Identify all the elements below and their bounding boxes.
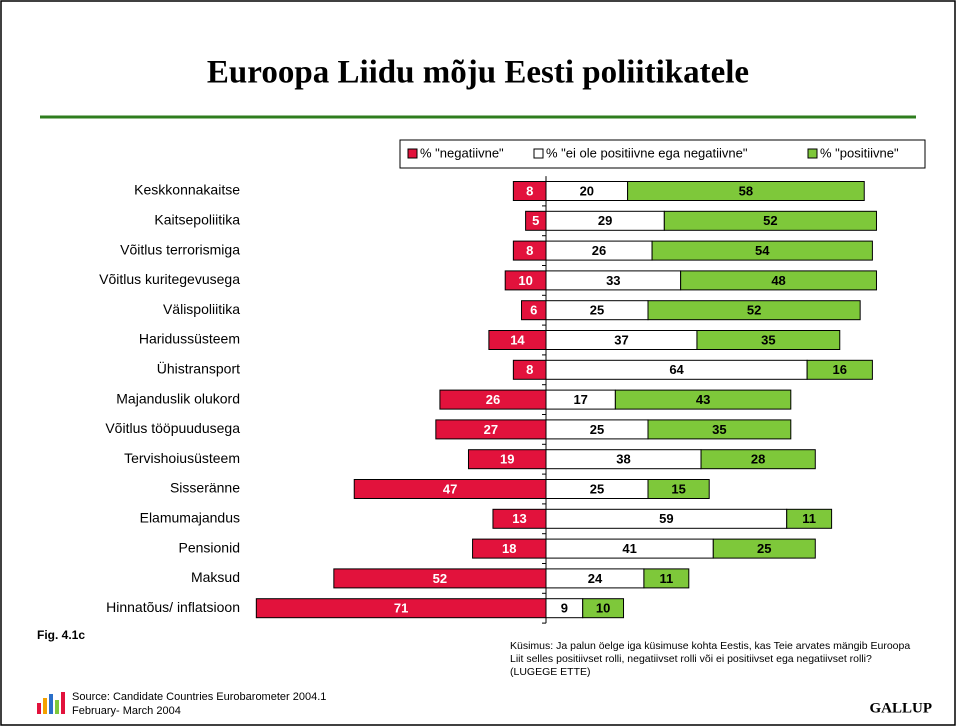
legend-label: % "negatiivne": [420, 145, 504, 160]
category-label: Võitlus kuritegevusega: [99, 271, 240, 287]
legend-swatch: [533, 148, 544, 159]
value-label: 8: [526, 362, 533, 377]
bar-segment: [582, 598, 625, 619]
value-label: 52: [763, 213, 777, 228]
category-label: Maksud: [191, 569, 240, 585]
bar-segment: [651, 240, 873, 261]
legend-label: % "positiivne": [820, 145, 899, 160]
category-label: Haridussüsteem: [139, 331, 240, 347]
value-label: 26: [486, 392, 500, 407]
value-label: 37: [614, 332, 628, 347]
bar-segment: [806, 359, 873, 380]
legend-swatch: [807, 148, 818, 159]
value-label: 41: [622, 541, 636, 556]
category-label: Võitlus tööpuudusega: [105, 420, 240, 436]
value-label: 52: [433, 571, 447, 586]
value-label: 17: [573, 392, 587, 407]
bar-segment: [647, 300, 861, 321]
bar-segment: [712, 538, 816, 559]
value-label: 10: [596, 601, 610, 616]
value-label: 10: [518, 273, 532, 288]
category-label: Majanduslik olukord: [116, 390, 240, 406]
value-label: 11: [802, 511, 816, 526]
source-line: Source: Candidate Countries Eurobaromete…: [72, 691, 326, 703]
value-label: 33: [606, 273, 620, 288]
value-label: 26: [592, 243, 606, 258]
value-label: 20: [580, 183, 594, 198]
bar-segment: [786, 508, 833, 529]
bar-segment: [627, 181, 865, 201]
value-label: 8: [526, 183, 533, 198]
value-label: 54: [755, 243, 770, 258]
question-line: Küsimus: Ja palun öelge iga küsimuse koh…: [510, 640, 910, 652]
logo: [37, 692, 65, 714]
category-label: Pensionid: [179, 539, 241, 555]
category-label: Elamumajandus: [140, 510, 240, 526]
value-label: 14: [510, 332, 525, 347]
value-label: 11: [659, 571, 673, 586]
value-label: 9: [561, 601, 568, 616]
bar-segment: [647, 419, 792, 440]
value-label: 18: [502, 541, 516, 556]
value-label: 8: [526, 243, 533, 258]
value-label: 15: [671, 481, 685, 496]
category-label: Keskkonnakaitse: [134, 182, 240, 198]
bar-segment: [696, 330, 841, 350]
category-label: Välispoliitika: [163, 301, 240, 317]
legend-label: % "ei ole positiivne ega negatiivne": [546, 145, 748, 160]
bar-segment: [647, 479, 710, 499]
value-label: 6: [530, 303, 537, 318]
bar-segment: [643, 568, 690, 589]
value-label: 35: [712, 422, 726, 437]
value-label: 64: [669, 362, 684, 377]
value-label: 27: [484, 422, 498, 437]
chart-title: Euroopa Liidu mõju Eesti poliitikatele: [207, 55, 749, 91]
source-line: February- March 2004: [72, 705, 181, 717]
category-label: Tervishoiusüsteem: [124, 450, 240, 466]
value-label: 28: [751, 452, 765, 467]
bar-segment: [680, 270, 877, 291]
legend-box: [399, 139, 926, 169]
question-line: (LUGEGE ETTE): [510, 666, 591, 678]
value-label: 24: [588, 571, 603, 586]
category-label: Sisseränne: [170, 480, 240, 496]
value-label: 5: [532, 213, 539, 228]
figure-label: Fig. 4.1c: [37, 628, 85, 642]
value-label: 58: [739, 183, 753, 198]
brand: GALLUP: [869, 700, 932, 716]
bar-segment: [700, 449, 816, 470]
value-label: 47: [443, 481, 457, 496]
value-label: 71: [394, 601, 408, 616]
value-label: 35: [761, 332, 775, 347]
value-label: 59: [659, 511, 673, 526]
category-label: Hinnatõus/ inflatsioon: [106, 599, 240, 615]
value-label: 52: [747, 303, 761, 318]
value-label: 25: [757, 541, 771, 556]
value-label: 43: [696, 392, 710, 407]
bar-segment: [663, 210, 877, 231]
legend-swatch: [407, 148, 418, 159]
category-label: Võitlus terrorismiga: [120, 241, 240, 257]
value-label: 29: [598, 213, 612, 228]
value-label: 13: [512, 511, 526, 526]
question-line: Liit selles positiivset rolli, negatiivs…: [510, 653, 872, 665]
value-label: 19: [500, 452, 514, 467]
category-label: Ühistransport: [157, 360, 240, 377]
value-label: 16: [833, 362, 847, 377]
value-label: 48: [771, 273, 785, 288]
value-label: 38: [616, 452, 630, 467]
category-label: Kaitsepoliitika: [154, 212, 240, 228]
value-label: 25: [590, 481, 604, 496]
value-label: 25: [590, 303, 604, 318]
bar-segment: [614, 389, 792, 410]
value-label: 25: [590, 422, 604, 437]
